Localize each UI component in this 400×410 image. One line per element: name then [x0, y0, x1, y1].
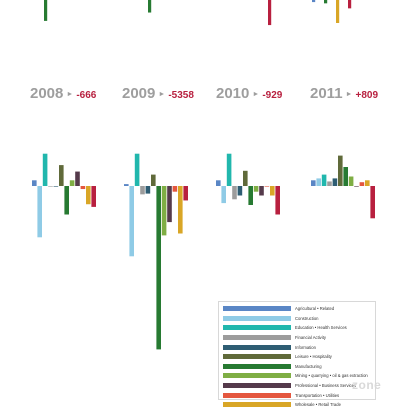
bar-2009-12 [183, 186, 188, 201]
legend-item: Agricultural • Related [223, 304, 371, 314]
legend-swatch [223, 325, 291, 331]
legend-swatch [223, 354, 291, 360]
bar-2011-6 [338, 155, 343, 186]
bar-2010-5 [237, 186, 243, 196]
year-title-2010: 2010 ► -929 [216, 85, 283, 102]
bar-2010-9 [259, 186, 264, 196]
legend-item: Mining • quarrying • oil & gas extractio… [223, 371, 371, 381]
legend-label: Leisure • Hospitality [295, 354, 332, 360]
bar-2008-11 [86, 186, 91, 205]
legend-swatch [223, 344, 291, 350]
bar-2010-10 [264, 186, 270, 187]
bar-2011-9 [354, 186, 359, 187]
legend-item: Transportation • Utilities [223, 390, 371, 400]
top-row-bar-4-4 [348, 0, 352, 9]
bar-2010-7 [248, 186, 253, 205]
bar-2008-6 [59, 165, 64, 186]
bar-2010-4 [232, 186, 237, 200]
bar-2010-11 [270, 186, 275, 196]
bar-2011-8 [348, 176, 354, 186]
bar-2009-4 [140, 186, 145, 195]
bar-2009-6 [151, 174, 156, 186]
bar-2010-8 [253, 186, 259, 192]
bar-2011-11 [365, 180, 370, 186]
legend-swatch [223, 335, 291, 341]
bar-2011-1 [311, 180, 316, 186]
bar-2010-12 [275, 186, 280, 215]
legend-item: Professional • Business Services [223, 381, 371, 391]
legend-swatch [223, 402, 291, 408]
year-title-2009: 2009 ► -5358 [122, 85, 194, 102]
bar-2009-8 [161, 186, 167, 236]
legend-label: Manufacturing [295, 363, 322, 369]
top-row-bar-4-2 [324, 0, 328, 4]
bar-2008-1 [32, 180, 37, 186]
legend-item: Leisure • Hospitality [223, 352, 371, 362]
bar-2008-3 [42, 153, 48, 186]
top-row-bar-4-1 [312, 0, 316, 3]
bar-2010-3 [226, 153, 232, 186]
bar-2008-9 [75, 171, 80, 186]
legend-item: Construction [223, 314, 371, 324]
bar-2008-10 [80, 186, 86, 190]
bar-2008-5 [53, 186, 59, 187]
legend-item: Wholesale • Retail Trade [223, 400, 371, 410]
bar-2011-3 [321, 174, 327, 186]
bar-2010-2 [221, 186, 226, 204]
top-row-bar-2-1 [148, 0, 152, 13]
year-title-2008: 2008 ► -666 [30, 85, 97, 102]
watermark-logo: zone [352, 378, 382, 392]
legend-swatch [223, 392, 291, 398]
bar-2011-2 [316, 178, 321, 186]
bar-2010-1 [216, 180, 221, 186]
legend-label: Mining • quarrying • oil & gas extractio… [295, 373, 368, 379]
legend-item: Education • Health Services [223, 323, 371, 333]
bar-2011-10 [359, 182, 365, 186]
bar-2008-2 [37, 186, 42, 238]
legend-swatch [223, 383, 291, 389]
legend-swatch [223, 373, 291, 379]
bar-2011-5 [332, 178, 338, 186]
legend-item: Manufacturing [223, 362, 371, 372]
bar-2009-10 [172, 186, 178, 192]
bar-2008-7 [64, 186, 69, 215]
bar-2009-11 [178, 186, 183, 234]
bar-2009-1 [124, 184, 129, 186]
legend-item: Financial Activity [223, 333, 371, 343]
bar-2011-4 [327, 181, 332, 186]
bar-2011-12 [370, 186, 375, 219]
legend-swatch [223, 315, 291, 321]
bar-2010-6 [243, 170, 248, 186]
chart-canvas [32, 0, 375, 350]
legend-label: Professional • Business Services [295, 383, 357, 389]
bar-2009-2 [129, 186, 134, 257]
legend-label: Information [295, 344, 316, 350]
legend-label: Construction [295, 315, 319, 321]
bar-2008-12 [91, 186, 96, 207]
bar-2009-5 [145, 186, 151, 194]
top-row-bar-1-1 [44, 0, 48, 21]
top-row-bar-3-1 [268, 0, 272, 26]
bar-2009-7 [156, 186, 161, 350]
year-title-2011: 2011 ► +809 [310, 85, 379, 102]
legend-item: Information [223, 342, 371, 352]
bar-2008-8 [69, 180, 75, 186]
legend-swatch [223, 363, 291, 369]
bar-2008-4 [48, 186, 53, 187]
bar-2009-3 [134, 153, 140, 186]
legend-label: Financial Activity [295, 335, 326, 341]
legend-label: Wholesale • Retail Trade [295, 402, 341, 408]
bar-2011-7 [343, 167, 348, 186]
legend-label: Agricultural • Related [295, 306, 335, 312]
bar-2009-9 [167, 186, 172, 223]
legend-label: Transportation • Utilities [295, 392, 340, 398]
legend-swatch [223, 306, 291, 312]
top-row-bar-4-3 [336, 0, 340, 23]
legend: Agricultural • Related Construction Educ… [218, 301, 376, 408]
legend-label: Education • Health Services [295, 325, 347, 331]
